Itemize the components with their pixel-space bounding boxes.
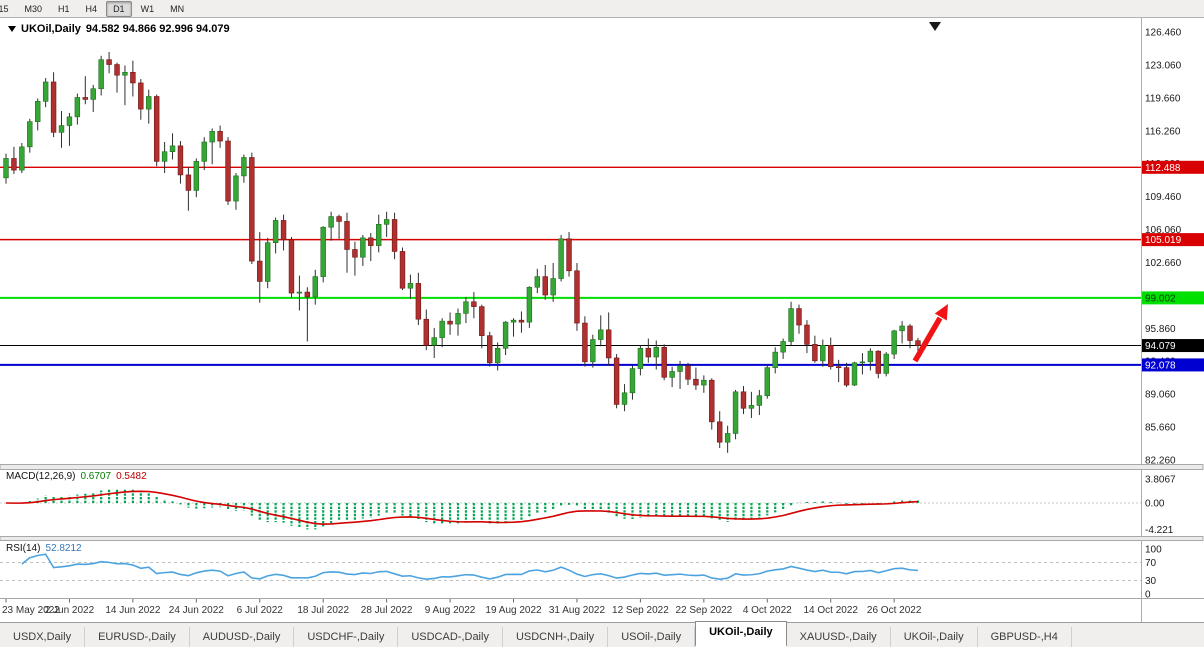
macd-axis-label: 3.8067 (1145, 475, 1176, 486)
price-axis-label: 106.060 (1145, 225, 1182, 236)
macd-layer (0, 488, 1141, 530)
date-label: 2 Jun 2022 (45, 605, 95, 616)
price-badge: 92.078 (1142, 358, 1204, 372)
date-label: 14 Jun 2022 (105, 605, 160, 616)
tab-ukoil-daily[interactable]: UKOil-,Daily (891, 627, 978, 647)
timeframe-button-w1[interactable]: W1 (140, 3, 155, 14)
svg-text:99.002: 99.002 (1145, 293, 1176, 304)
pane-separator[interactable] (0, 464, 1204, 470)
svg-text:105.019: 105.019 (1145, 235, 1182, 246)
timeframe-button-m15[interactable]: M15 (0, 3, 9, 14)
rsi-axis-label: 30 (1145, 576, 1157, 587)
date-label: 12 Sep 2022 (612, 605, 669, 616)
date-label: 18 Jul 2022 (297, 605, 349, 616)
price-axis-label: 95.860 (1145, 324, 1176, 335)
tab-ukoil-daily[interactable]: UKOil-,Daily (695, 621, 787, 647)
tab-usoil-daily[interactable]: USOil-,Daily (608, 627, 696, 647)
timeframe-button-h4[interactable]: H4 (85, 3, 98, 14)
tab-usdcad-daily[interactable]: USDCAD-,Daily (398, 627, 503, 647)
date-label: 6 Jul 2022 (237, 605, 284, 616)
pane-separator[interactable] (0, 536, 1204, 541)
rsi-axis-label: 100 (1145, 545, 1162, 556)
price-axis-label: 116.260 (1145, 126, 1181, 137)
tab-usdcnh-daily[interactable]: USDCNH-,Daily (503, 627, 609, 647)
price-axis-label: 89.060 (1145, 390, 1176, 401)
date-label: 28 Jul 2022 (361, 605, 413, 616)
rsi-axis-label: 0 (1145, 590, 1151, 601)
tab-gbpusd-h4[interactable]: GBPUSD-,H4 (978, 627, 1072, 647)
svg-text:92.078: 92.078 (1145, 360, 1176, 371)
tab-eurusd-daily[interactable]: EURUSD-,Daily (85, 627, 190, 647)
price-axis-label: 119.660 (1145, 93, 1181, 104)
date-label: 26 Oct 2022 (867, 605, 922, 616)
chart-tabs-bar: USDX,Daily EURUSD-,Daily AUDUSD-,Daily USDC… (0, 621, 1204, 647)
price-axis-label: 82.260 (1145, 456, 1176, 467)
date-label: 22 Sep 2022 (675, 605, 732, 616)
date-label: 31 Aug 2022 (549, 605, 606, 616)
price-badge: 105.019 (1142, 233, 1204, 247)
date-label: 24 Jun 2022 (169, 605, 224, 616)
svg-text:94.079: 94.079 (1145, 341, 1176, 352)
price-axis-label: 123.060 (1145, 60, 1182, 71)
price-badge: 99.002 (1142, 291, 1204, 305)
price-axis-label: 109.460 (1145, 192, 1182, 203)
tab-xauusd-daily[interactable]: XAUUSD-,Daily (787, 627, 891, 647)
macd-axis-label: 0.00 (1145, 499, 1165, 510)
rsi-axis-label: 70 (1145, 558, 1157, 569)
date-label: 9 Aug 2022 (425, 605, 476, 616)
svg-text:112.488: 112.488 (1145, 163, 1181, 174)
timeframe-toolbar: M15 M30 H1 H4 D1 W1 MN (0, 0, 1204, 18)
price-axis-label: 85.660 (1145, 423, 1176, 434)
chart-shift-marker[interactable] (929, 22, 941, 31)
candles-layer (3, 51, 921, 453)
price-axis-label: 126.460 (1145, 28, 1182, 39)
date-label: 23 May 2022 (2, 605, 60, 616)
date-label: 4 Oct 2022 (743, 605, 792, 616)
timeframe-button-d1[interactable]: D1 (106, 0, 132, 17)
price-badge: 112.488 (1142, 160, 1204, 174)
tab-audusd-daily[interactable]: AUDUSD-,Daily (190, 627, 295, 647)
macd-axis-label: -4.221 (1145, 525, 1174, 536)
timeframe-button-m30[interactable]: M30 (24, 3, 43, 14)
tab-usdx-daily[interactable]: USDX,Daily (0, 627, 86, 647)
trend-arrow (912, 304, 948, 363)
timeframe-button-h1[interactable]: H1 (58, 3, 70, 14)
timeframe-button-mn[interactable]: MN (170, 3, 185, 14)
tab-usdchf-daily[interactable]: USDCHF-,Daily (294, 627, 399, 647)
price-badge: 94.079 (1142, 339, 1204, 353)
price-axis-label: 102.660 (1145, 258, 1182, 269)
date-label: 19 Aug 2022 (485, 605, 542, 616)
date-label: 14 Oct 2022 (803, 605, 858, 616)
rsi-layer (0, 553, 1141, 581)
